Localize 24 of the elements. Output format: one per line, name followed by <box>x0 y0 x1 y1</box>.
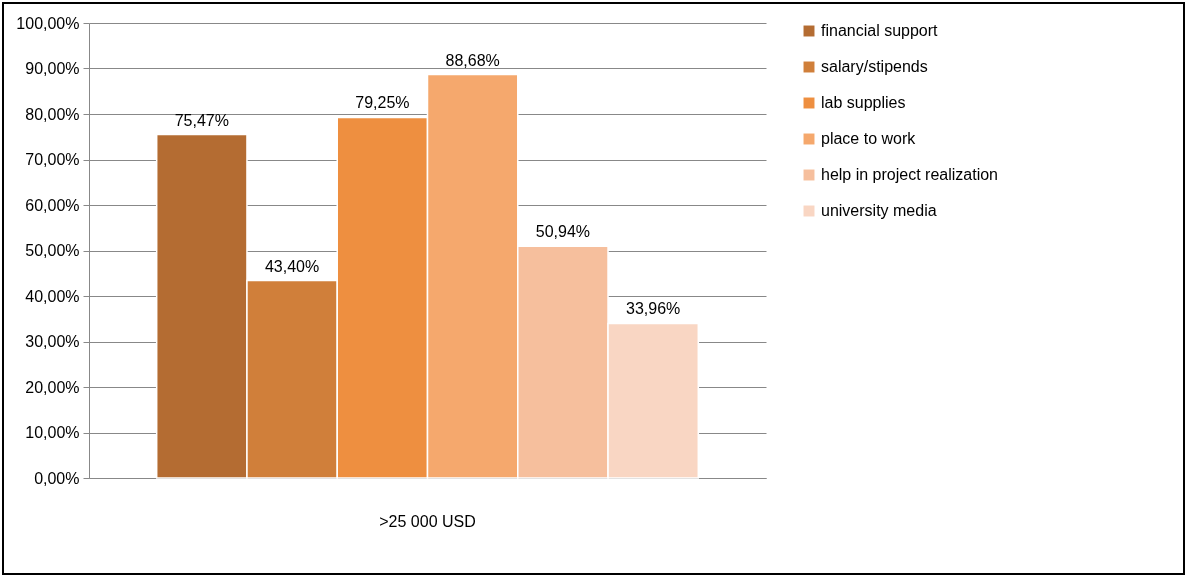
data-label: 88,68% <box>445 51 500 69</box>
y-tick-label: 70,00% <box>25 151 80 168</box>
data-label: 79,25% <box>355 94 410 112</box>
y-tick-label: 20,00% <box>25 378 80 396</box>
y-tick-label: 0,00% <box>34 469 80 487</box>
y-tick-label: 100,00% <box>16 14 80 32</box>
legend-label: lab supplies <box>821 94 906 111</box>
legend-label: help in project realization <box>821 166 998 183</box>
legend-label: financial support <box>821 22 939 39</box>
legend-label: salary/stipends <box>821 58 928 75</box>
y-tick-label: 80,00% <box>25 105 80 123</box>
data-label: 75,47% <box>174 111 229 129</box>
y-tick-label: 50,00% <box>25 242 80 259</box>
data-label: 50,94% <box>535 223 591 241</box>
y-tick-label: 60,00% <box>25 196 80 214</box>
legend-label: place to work <box>821 130 917 147</box>
y-tick-label: 40,00% <box>25 287 80 305</box>
y-tick-label: 10,00% <box>25 424 80 441</box>
y-tick-label: 30,00% <box>25 333 80 350</box>
data-label: 33,96% <box>626 300 681 318</box>
legend-label: university media <box>821 202 937 219</box>
y-tick-label: 90,00% <box>25 60 80 77</box>
x-tick-label: >25 000 USD <box>379 512 476 530</box>
data-label: 43,40% <box>264 257 320 275</box>
